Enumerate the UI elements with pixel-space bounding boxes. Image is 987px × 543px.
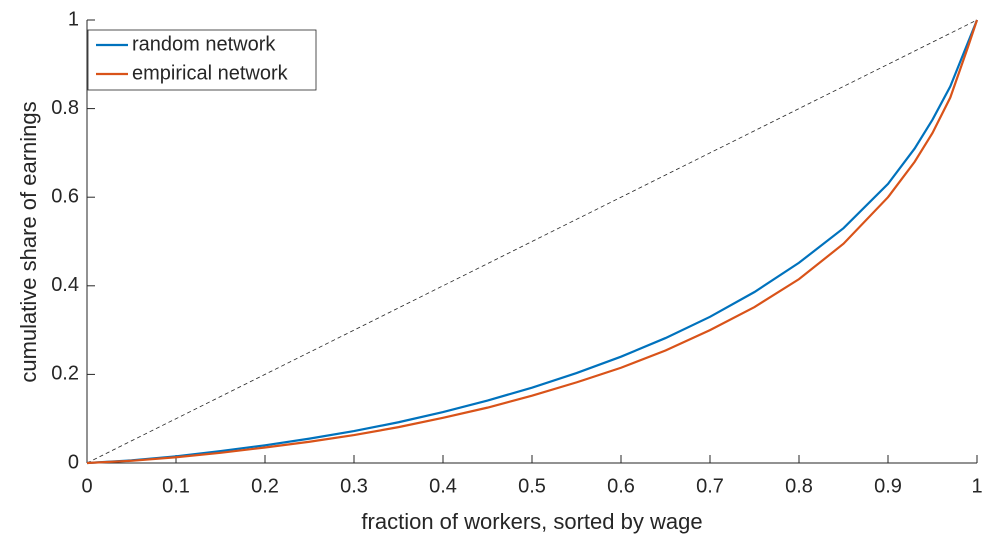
y-tick-label: 0.2	[51, 363, 79, 385]
x-tick-label: 0.6	[607, 475, 635, 497]
x-tick-label: 0.2	[251, 475, 279, 497]
legend-box	[87, 29, 317, 91]
x-tick-label: 0.1	[162, 475, 190, 497]
y-tick-label: 0.6	[51, 185, 79, 207]
x-tick-label: 0	[81, 475, 92, 497]
y-tick-label: 0.8	[51, 97, 79, 119]
y-tick-label: 1	[68, 8, 79, 30]
x-tick-label: 1	[971, 475, 982, 497]
x-tick-label: 0.7	[696, 475, 724, 497]
x-axis-label: fraction of workers, sorted by wage	[361, 509, 702, 534]
y-axis-label: cumulative share of earnings	[16, 101, 41, 382]
legend-label: random network	[132, 33, 276, 55]
x-tick-label: 0.9	[874, 475, 902, 497]
x-tick-label: 0.8	[785, 475, 813, 497]
x-tick-label: 0.3	[340, 475, 368, 497]
legend-label: empirical network	[132, 62, 289, 84]
y-tick-label: 0	[68, 451, 79, 473]
x-tick-label: 0.5	[518, 475, 546, 497]
series-line	[86, 19, 979, 465]
series-line	[86, 19, 979, 465]
equality-line	[86, 19, 978, 464]
y-tick-label: 0.4	[51, 274, 79, 296]
x-tick-label: 0.4	[429, 475, 457, 497]
